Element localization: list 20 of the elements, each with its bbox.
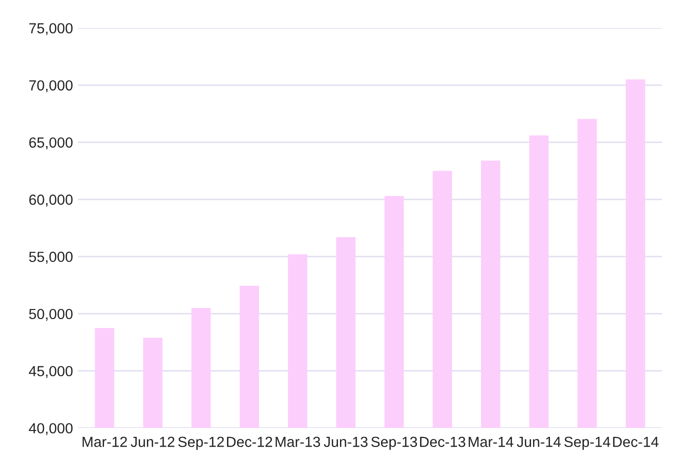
- x-tick-label: Jun-12: [130, 436, 174, 448]
- y-tick-label: 50,000: [29, 308, 73, 321]
- y-tick-label: 65,000: [29, 137, 73, 150]
- x-tick-label: Dec-14: [613, 436, 659, 448]
- y-tick-label: 75,000: [29, 23, 73, 36]
- x-tick-label: Dec-13: [420, 436, 466, 448]
- x-tick-label: Mar-12: [82, 436, 127, 448]
- x-tick-label: Sep-13: [371, 436, 418, 450]
- y-tick-label: 70,000: [29, 80, 73, 92]
- x-tick-label: Mar-14: [468, 436, 514, 448]
- y-tick-label: 55,000: [29, 252, 73, 264]
- x-tick-label: Dec-12: [227, 436, 272, 448]
- x-tick-label: Mar-13: [276, 436, 320, 448]
- x-tick-label: Sep-12: [178, 436, 224, 450]
- y-tick-label: 40,000: [28, 423, 73, 436]
- x-tick-label: Sep-14: [564, 436, 610, 450]
- y-tick-label: 45,000: [28, 366, 73, 378]
- x-tick-label: Jun-14: [516, 436, 561, 448]
- x-tick-label: Jun-13: [324, 436, 368, 448]
- y-tick-label: 60,000: [29, 194, 73, 207]
